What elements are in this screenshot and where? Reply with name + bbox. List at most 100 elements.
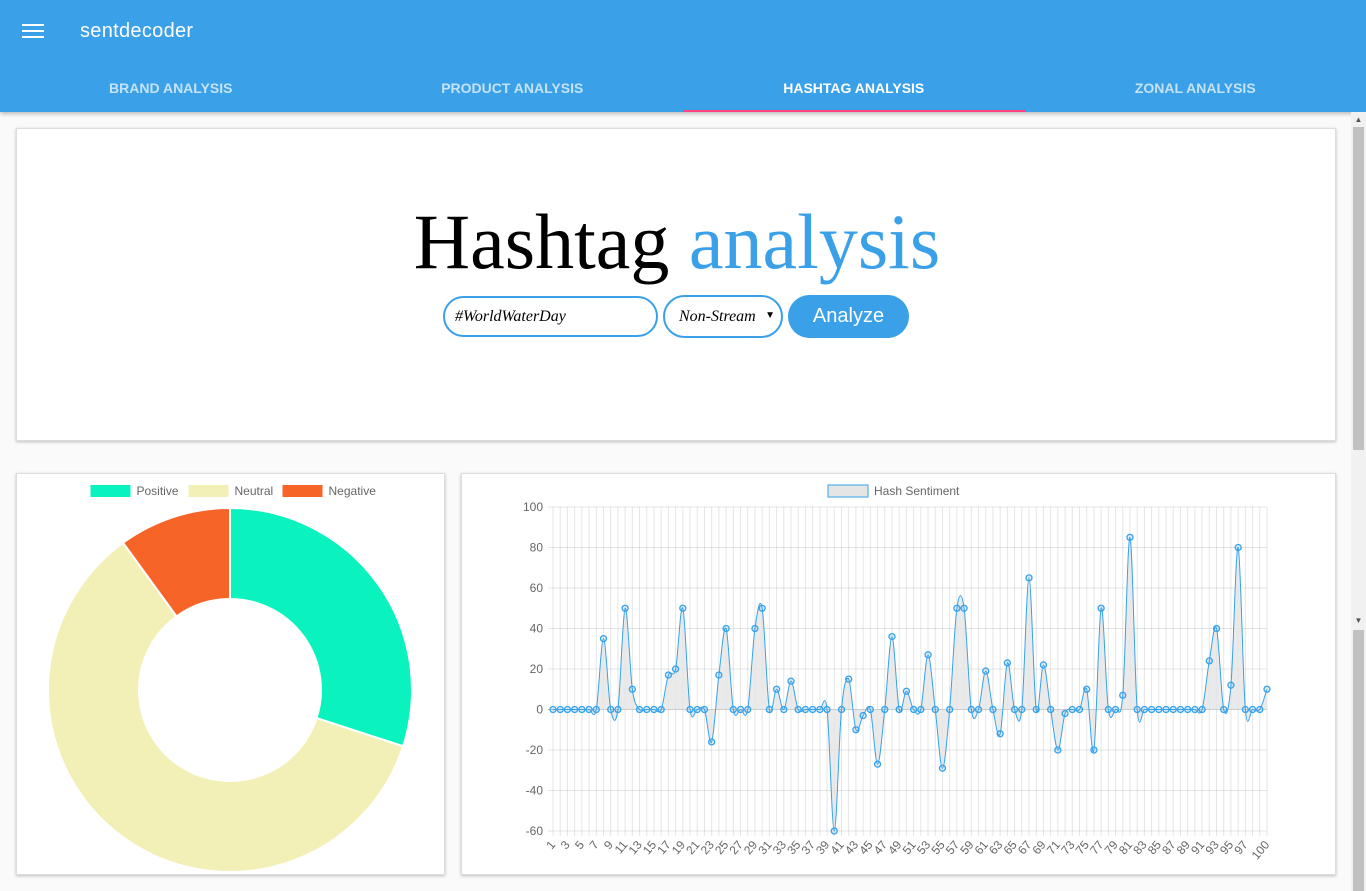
data-point	[845, 675, 853, 683]
data-point	[722, 624, 730, 633]
data-point	[852, 726, 860, 734]
data-point	[643, 705, 651, 714]
data-point	[808, 705, 817, 714]
tab-product-analysis[interactable]: PRODUCT ANALYSIS	[441, 80, 584, 96]
hamburger-menu-icon[interactable]	[22, 24, 44, 40]
x-tick-label: 100	[1249, 838, 1273, 863]
data-point	[736, 705, 745, 714]
tab-zonal-analysis[interactable]: ZONAL ANALYSIS	[1134, 80, 1256, 96]
legend-swatch-hash-sentiment	[827, 484, 869, 498]
data-point	[917, 705, 925, 714]
data-point	[938, 764, 947, 772]
app-title: sentdecoder	[80, 20, 194, 42]
data-point	[1119, 691, 1127, 699]
data-point	[1010, 705, 1019, 714]
data-point	[1227, 681, 1235, 689]
data-point	[715, 671, 723, 679]
title-part-primary: Hashtag	[413, 198, 670, 285]
data-point	[953, 604, 961, 612]
data-point	[657, 705, 665, 714]
data-point	[1046, 705, 1055, 714]
legend-swatch-positive	[90, 485, 131, 497]
y-tick-label: 0	[536, 703, 543, 717]
chevron-down-icon: ▼	[765, 310, 775, 321]
data-point	[1126, 533, 1134, 542]
data-point	[1075, 705, 1084, 714]
data-point	[1155, 705, 1163, 714]
hash-sentiment-line-chart: Hash Sentiment 100 80 60 40 20 0 -20 -40 -601 3 5 7 9…	[523, 484, 1273, 863]
data-point	[1212, 624, 1221, 633]
data-point	[635, 705, 644, 714]
data-point	[729, 705, 737, 714]
doughnut-slice-negative	[121, 506, 231, 618]
data-point	[693, 705, 701, 714]
x-tick-label: 1	[543, 838, 558, 852]
scroll-down-arrow-icon[interactable]: ▼	[1354, 616, 1363, 625]
data-point	[664, 671, 673, 679]
y-tick-label: 20	[530, 662, 544, 676]
x-tick-label: 3	[558, 838, 573, 852]
data-point	[1061, 709, 1069, 718]
data-point	[1263, 685, 1271, 693]
data-point	[1025, 574, 1033, 582]
data-point	[585, 705, 593, 714]
tab-hashtag-analysis[interactable]: HASHTAG ANALYSIS	[683, 64, 1025, 112]
data-point	[1176, 705, 1185, 714]
data-point	[794, 705, 802, 714]
data-point	[1191, 705, 1199, 714]
tab-brand-analysis[interactable]: BRAND ANALYSIS	[109, 80, 233, 96]
tab-bar: BRAND ANALYSIS PRODUCT ANALYSIS HASHTAG …	[0, 64, 1366, 112]
data-point	[549, 705, 557, 714]
data-point	[751, 624, 759, 633]
data-point	[592, 705, 600, 714]
sentiment-doughnut-card: Positive Neutral Negative	[16, 473, 445, 875]
x-tick-label: 97	[1231, 838, 1251, 857]
data-point	[996, 730, 1004, 738]
data-point	[1184, 705, 1192, 714]
data-point	[765, 705, 774, 714]
y-tick-label: 100	[523, 500, 543, 514]
data-point	[816, 705, 824, 714]
doughnut-slice-neutral	[47, 541, 405, 873]
x-tick-label: 5	[572, 838, 587, 852]
data-point	[772, 685, 781, 693]
data-point	[686, 705, 694, 714]
page-scrollbar[interactable]: ▲ ▼	[1351, 112, 1366, 891]
data-point	[679, 604, 687, 612]
data-point	[614, 705, 622, 714]
data-point	[888, 632, 896, 641]
data-point	[946, 705, 954, 714]
data-point	[621, 604, 629, 612]
data-point	[1090, 746, 1098, 754]
data-point	[744, 705, 752, 714]
data-point	[1133, 705, 1141, 714]
scrollbar-thumb[interactable]	[1353, 127, 1364, 450]
data-point	[1140, 705, 1149, 714]
data-point	[801, 705, 810, 714]
stream-mode-select[interactable]: Non-Stream ▼	[663, 295, 783, 338]
data-point	[1169, 705, 1177, 714]
data-point	[989, 705, 997, 714]
y-tick-label: 80	[530, 541, 544, 555]
data-point	[780, 705, 788, 714]
data-point	[837, 705, 846, 714]
data-point	[924, 651, 932, 659]
data-point	[1234, 543, 1242, 552]
scrollbar-thumb-lower[interactable]	[1353, 630, 1364, 891]
data-point	[902, 687, 911, 695]
analyze-button[interactable]: Analyze	[788, 295, 909, 338]
data-point	[1097, 604, 1105, 612]
legend-swatch-neutral	[188, 485, 229, 497]
data-point	[1039, 661, 1048, 669]
legend-swatch-negative	[282, 485, 323, 497]
data-point	[1032, 705, 1040, 714]
scroll-up-arrow-icon[interactable]: ▲	[1354, 115, 1363, 124]
data-point	[960, 604, 968, 612]
hash-sentiment-line-card: Hash Sentiment 100 80 60 40 20 0 -20 -40 -60 1 3 5 7 9…	[461, 473, 1336, 875]
data-point	[578, 705, 586, 714]
y-tick-label: 40	[530, 622, 544, 636]
series-area-fill	[553, 537, 1267, 831]
hashtag-input[interactable]	[443, 296, 658, 337]
data-point	[1198, 705, 1206, 714]
y-tick-label: -40	[526, 784, 544, 798]
